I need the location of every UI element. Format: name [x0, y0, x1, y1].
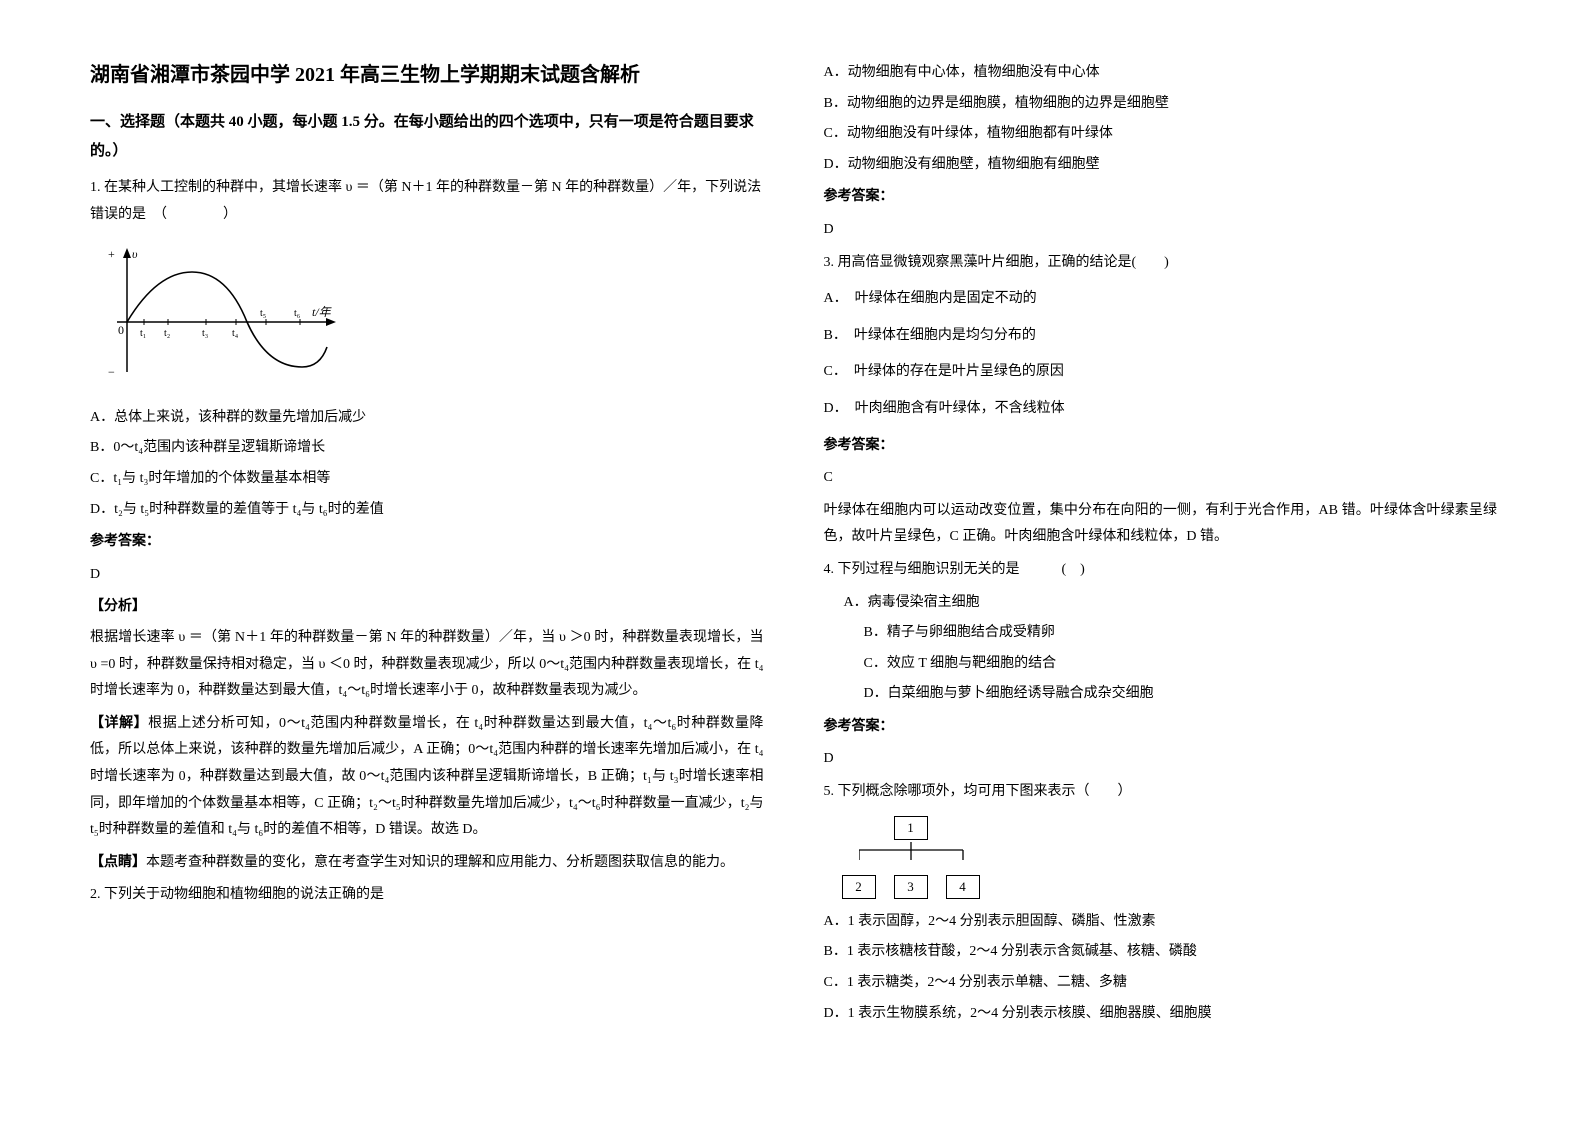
q4-ref: 参考答案：: [824, 714, 1498, 741]
q4-opt-d: D．白菜细胞与萝卜细胞经诱导融合成杂交细胞: [824, 681, 1498, 708]
q4-opt-b: B．精子与卵细胞结合成受精卵: [824, 620, 1498, 647]
q3-ans: C: [824, 465, 1498, 492]
q3-opt-c: C． 叶绿体的存在是叶片呈绿色的原因: [824, 359, 1498, 386]
q1-analysis-h: 【分析】: [90, 594, 764, 621]
q1-note: 【点睛】本题考查种群数量的变化，意在考查学生对知识的理解和应用能力、分析题图获取…: [90, 850, 764, 877]
q4-opt-c: C．效应 T 细胞与靶细胞的结合: [824, 651, 1498, 678]
svg-text:−: −: [108, 365, 115, 379]
doc-title: 湖南省湘潭市茶园中学 2021 年高三生物上学期期末试题含解析: [90, 60, 764, 90]
section-heading: 一、选择题（本题共 40 小题，每小题 1.5 分。在每小题给出的四个选项中，只…: [90, 108, 764, 165]
q2-opt-a: A．动物细胞有中心体，植物细胞没有中心体: [824, 60, 1498, 87]
q1-detail-body: 根据上述分析可知，0～t₄范围内种群数量增长，在 t₄时种群数量达到最大值，t₄…: [90, 716, 764, 837]
q2-opt-d: D．动物细胞没有细胞壁，植物细胞有细胞壁: [824, 152, 1498, 179]
q3-opt-d: D． 叶肉细胞含有叶绿体，不含线粒体: [824, 396, 1498, 423]
q1-graph: + υ − 0 t/年 t₁ t₂ t₃ t₄ t₅ t₆: [102, 242, 352, 382]
svg-text:t₃: t₃: [202, 328, 208, 339]
q5-box-1: 1: [894, 816, 928, 840]
q3-opt-a: A． 叶绿体在细胞内是固定不动的: [824, 286, 1498, 313]
svg-text:+: +: [108, 247, 115, 261]
q3-opt-b: B． 叶绿体在细胞内是均匀分布的: [824, 323, 1498, 350]
q2-ans: D: [824, 217, 1498, 244]
q5-opt-c: C．1 表示糖类，2～4 分别表示单糖、二糖、多糖: [824, 970, 1498, 997]
q5-diagram: 1 2 3 4: [842, 816, 1498, 899]
q5-opt-b: B．1 表示核糖核苷酸，2～4 分别表示含氮碱基、核糖、磷酸: [824, 939, 1498, 966]
q1-opt-c: C．t₁与 t₃时年增加的个体数量基本相等: [90, 466, 764, 493]
q1-opt-b: B．0～t₄范围内该种群呈逻辑斯谛增长: [90, 435, 764, 462]
q1-opt-a: A．总体上来说，该种群的数量先增加后减少: [90, 405, 764, 432]
q5-opt-d: D．1 表示生物膜系统，2～4 分别表示核膜、细胞器膜、细胞膜: [824, 1001, 1498, 1028]
q1-note-body: 本题考查种群数量的变化，意在考查学生对知识的理解和应用能力、分析题图获取信息的能…: [146, 855, 734, 870]
q3-stem: 3. 用高倍显微镜观察黑藻叶片细胞，正确的结论是( ): [824, 250, 1498, 277]
q5-box-2: 2: [842, 875, 876, 899]
q5-box-4: 4: [946, 875, 980, 899]
q3-expl: 叶绿体在细胞内可以运动改变位置，集中分布在向阳的一侧，有利于光合作用，AB 错。…: [824, 498, 1498, 551]
left-column: 湖南省湘潭市茶园中学 2021 年高三生物上学期期末试题含解析 一、选择题（本题…: [90, 60, 764, 1062]
q1-ref: 参考答案：: [90, 529, 764, 556]
svg-text:t₁: t₁: [140, 328, 146, 339]
svg-text:0: 0: [118, 323, 124, 337]
q3-ref: 参考答案：: [824, 433, 1498, 460]
q2-stem: 2. 下列关于动物细胞和植物细胞的说法正确的是: [90, 882, 764, 909]
q5-stem: 5. 下列概念除哪项外，均可用下图来表示（ ）: [824, 779, 1498, 806]
q1-stem: 1. 在某种人工控制的种群中，其增长速率 υ ＝（第 N＋1 年的种群数量－第 …: [90, 175, 764, 228]
svg-text:t₅: t₅: [260, 308, 266, 319]
q1-opt-d: D．t₂与 t₅时种群数量的差值等于 t₄与 t₆时的差值: [90, 497, 764, 524]
q1-detail: 【详解】根据上述分析可知，0～t₄范围内种群数量增长，在 t₄时种群数量达到最大…: [90, 711, 764, 844]
svg-text:t₄: t₄: [232, 328, 239, 339]
q1-note-h: 【点睛】: [90, 855, 146, 870]
q2-opt-c: C．动物细胞没有叶绿体，植物细胞都有叶绿体: [824, 121, 1498, 148]
q4-ans: D: [824, 746, 1498, 773]
svg-text:t/年: t/年: [312, 305, 333, 319]
svg-text:t₂: t₂: [164, 328, 170, 339]
q2-opt-b: B．动物细胞的边界是细胞膜，植物细胞的边界是细胞壁: [824, 91, 1498, 118]
q2-ref: 参考答案：: [824, 184, 1498, 211]
q1-ans: D: [90, 562, 764, 589]
q5-box-3: 3: [894, 875, 928, 899]
svg-text:t₆: t₆: [294, 308, 301, 319]
right-column: A．动物细胞有中心体，植物细胞没有中心体 B．动物细胞的边界是细胞膜，植物细胞的…: [824, 60, 1498, 1062]
q5-opt-a: A．1 表示固醇，2～4 分别表示胆固醇、磷脂、性激素: [824, 909, 1498, 936]
q4-opt-a: A．病毒侵染宿主细胞: [824, 590, 1498, 617]
svg-text:υ: υ: [132, 247, 138, 261]
q1-analysis: 根据增长速率 υ ＝（第 N＋1 年的种群数量－第 N 年的种群数量）／年，当 …: [90, 625, 764, 705]
q4-stem: 4. 下列过程与细胞识别无关的是 ( ): [824, 557, 1498, 584]
q5-connectors: [859, 842, 1019, 860]
q1-detail-h: 【详解】: [90, 716, 148, 731]
